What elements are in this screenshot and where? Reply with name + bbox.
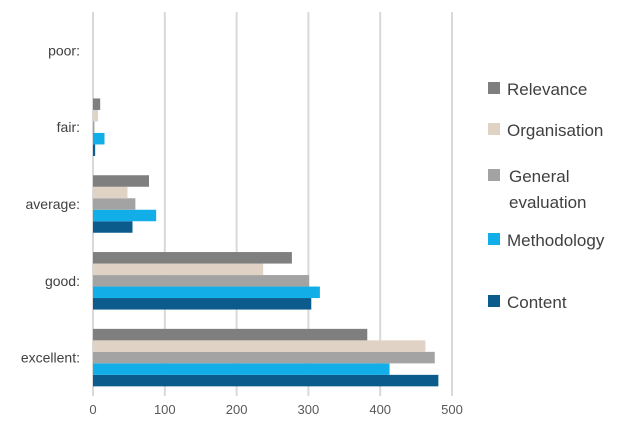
legend-swatch-relevance <box>488 82 500 94</box>
x-tick-label-0: 0 <box>89 402 96 417</box>
bar-content-average <box>93 221 133 233</box>
bar-methodology-good <box>93 286 320 299</box>
bar-relevance-fair <box>93 98 101 110</box>
category-label-fair: fair: <box>57 119 80 135</box>
x-tick-label-500: 500 <box>441 402 463 417</box>
bar-methodology-fair <box>93 132 105 145</box>
bar-organisation-good <box>93 263 264 276</box>
category-label-poor: poor: <box>48 42 80 58</box>
x-axis-ticks: 0 100 200 300 400 500 <box>89 402 462 417</box>
x-tick-label-200: 200 <box>226 402 248 417</box>
bar-general-evaluation-fair <box>93 121 95 133</box>
bar-general-evaluation-excellent <box>93 351 435 364</box>
bar-content-fair <box>93 144 96 156</box>
legend-label-relevance: Relevance <box>507 80 587 99</box>
bar-organisation-excellent <box>93 340 426 352</box>
bar-content-excellent <box>93 374 439 387</box>
bar-relevance-excellent <box>93 328 368 341</box>
legend-swatch-general-evaluation <box>488 169 500 181</box>
category-label-average: average: <box>26 196 80 212</box>
bar-organisation-average <box>93 186 128 199</box>
bar-methodology-average <box>93 209 157 222</box>
legend-label-organisation: Organisation <box>507 121 603 140</box>
bar-general-evaluation-average <box>93 198 136 210</box>
legend: Relevance Organisation General evaluation Me… <box>488 80 605 312</box>
legend-swatch-organisation <box>488 123 500 135</box>
bar-general-evaluation-good <box>93 275 310 287</box>
category-label-good: good: <box>45 273 80 289</box>
legend-label-general-evaluation-line-1: General <box>509 167 569 186</box>
x-tick-label-400: 400 <box>369 402 391 417</box>
bars <box>93 98 439 387</box>
legend-label-general-evaluation-line-2: evaluation <box>509 193 587 212</box>
legend-swatch-methodology <box>488 233 500 245</box>
legend-label-methodology: Methodology <box>507 231 605 250</box>
category-label-excellent: excellent: <box>21 350 80 366</box>
bar-relevance-good <box>93 252 292 264</box>
x-tick-label-300: 300 <box>298 402 320 417</box>
bar-organisation-fair <box>93 109 99 122</box>
legend-swatch-content <box>488 295 500 307</box>
bar-relevance-average <box>93 175 150 187</box>
bar-methodology-excellent <box>93 363 390 375</box>
legend-label-content: Content <box>507 293 567 312</box>
category-labels: excellent: good: average: fair: poor: <box>21 42 80 365</box>
x-tick-label-100: 100 <box>154 402 176 417</box>
bar-content-good <box>93 298 312 310</box>
